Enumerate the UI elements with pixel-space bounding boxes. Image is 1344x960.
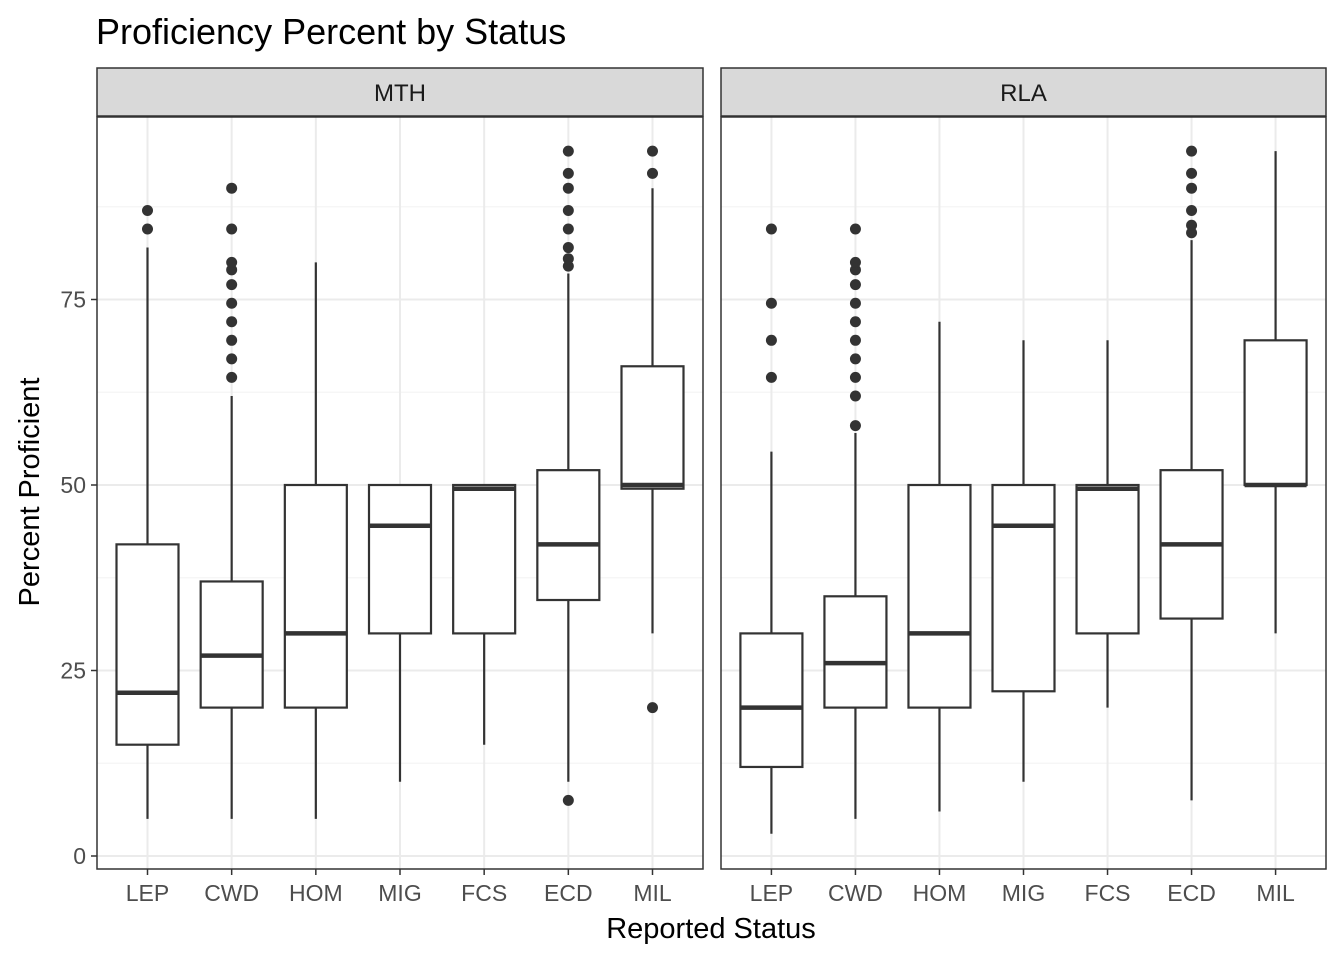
box-iqr (283, 483, 348, 709)
outlier-point (647, 167, 658, 179)
outlier-point (765, 223, 777, 235)
outlier-point (226, 279, 238, 291)
outlier-point (765, 334, 777, 346)
x-axis-title: Reported Status (606, 913, 816, 945)
outlier-point (562, 242, 574, 254)
box-iqr (991, 483, 1056, 693)
facet-strip-label: RLA (1000, 80, 1047, 107)
outlier-point (849, 279, 861, 291)
x-tick-label: LEP (126, 880, 169, 906)
outlier-point (849, 256, 861, 268)
outlier-point (562, 794, 574, 806)
outlier-point (647, 145, 658, 157)
outlier-point (765, 297, 777, 309)
facet-panels: 0 25 50 75 MTH LEP CWD HOM MIG FCS ECD MIL RLA LEP CWD… (60, 67, 1327, 906)
x-tick-label: MIG (1002, 880, 1045, 906)
x-tick-label: HOM (913, 880, 967, 906)
y-tick-label: 0 (73, 843, 86, 869)
box-mth-lep (115, 204, 180, 819)
x-tick-label: MIG (378, 880, 421, 906)
x-tick-label: FCS (1085, 880, 1131, 906)
outlier-point (142, 204, 153, 216)
outlier-point (849, 353, 861, 365)
outlier-point (1186, 219, 1198, 231)
outlier-point (849, 316, 861, 328)
outlier-point (1186, 145, 1198, 157)
outlier-point (226, 297, 238, 309)
outlier-point (562, 145, 574, 157)
outlier-point (1186, 167, 1198, 179)
y-tick-label: 50 (60, 472, 86, 498)
box-iqr (739, 632, 804, 769)
outlier-point (849, 420, 861, 432)
outlier-point (226, 182, 238, 194)
box-mth-cwd (199, 182, 264, 819)
facet-rla: RLA LEP CWD HOM MIG FCS ECD MIL (720, 67, 1327, 906)
outlier-point (226, 256, 238, 268)
outlier-point (226, 353, 238, 365)
outlier-point (849, 223, 861, 235)
box-rla-fcs (1075, 340, 1140, 708)
box-iqr (1075, 483, 1140, 635)
outlier-point (562, 204, 574, 216)
x-tick-label: CWD (204, 880, 259, 906)
facet-mth: MTH LEP CWD HOM MIG FCS ECD MIL (96, 67, 704, 906)
outlier-point (226, 223, 238, 235)
box-rla-mig (991, 340, 1056, 782)
outlier-point (849, 297, 861, 309)
outlier-point (562, 167, 574, 179)
y-axis-title: Percent Proficient (14, 378, 46, 607)
y-tick-label: 75 (60, 287, 86, 313)
outlier-point (562, 253, 574, 265)
x-tick-label: FCS (461, 880, 507, 906)
outlier-point (226, 371, 238, 383)
outlier-point (562, 223, 574, 235)
x-tick-label: LEP (750, 880, 793, 906)
facet-strip (720, 67, 1327, 117)
facet-strip (96, 67, 704, 117)
x-tick-label: CWD (828, 880, 883, 906)
outlier-point (1186, 204, 1198, 216)
box-mth-fcs (452, 483, 517, 745)
outlier-point (226, 334, 238, 346)
outlier-point (226, 316, 238, 328)
box-rla-cwd (823, 223, 888, 819)
box-iqr (115, 543, 180, 746)
x-tick-label: ECD (544, 880, 593, 906)
y-tick-label: 25 (60, 658, 86, 684)
x-tick-label: MIL (1256, 880, 1295, 906)
outlier-point (647, 702, 658, 714)
box-iqr (1243, 339, 1308, 487)
box-rla-lep (739, 223, 804, 834)
box-mth-mig (367, 483, 433, 782)
box-iqr (823, 595, 888, 709)
chart-title: Proficiency Percent by Status (96, 11, 566, 52)
box-iqr (452, 483, 517, 635)
box-mth-ecd (536, 145, 601, 806)
box-iqr (620, 365, 685, 490)
x-tick-label: HOM (289, 880, 343, 906)
outlier-point (142, 223, 153, 235)
outlier-point (849, 334, 861, 346)
box-rla-mil (1243, 151, 1308, 634)
box-mth-hom (283, 262, 348, 819)
box-iqr (536, 469, 601, 602)
x-tick-label: MIL (633, 880, 672, 906)
outlier-point (562, 182, 574, 194)
box-iqr (199, 580, 264, 709)
box-iqr (367, 483, 433, 635)
outlier-point (1186, 182, 1198, 194)
box-iqr (907, 483, 972, 709)
x-tick-label: ECD (1167, 880, 1216, 906)
outlier-point (765, 371, 777, 383)
facet-strip-label: MTH (374, 80, 426, 107)
outlier-point (849, 371, 861, 383)
outlier-point (849, 390, 861, 402)
box-rla-hom (907, 321, 972, 812)
box-mth-mil (620, 145, 685, 714)
box-rla-ecd (1159, 145, 1224, 801)
